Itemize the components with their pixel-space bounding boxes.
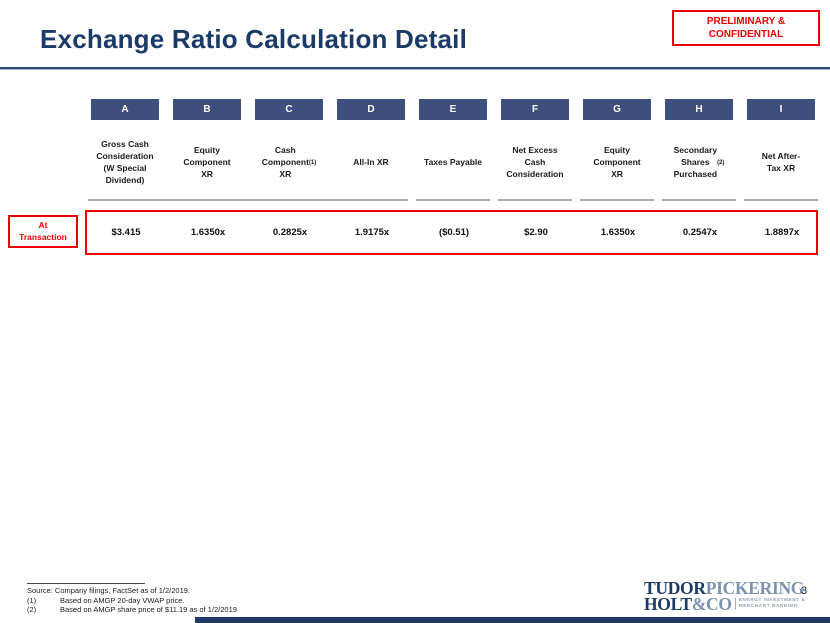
logo-tagline-line2: MERCHANT BANKING [738,604,798,609]
value-cell-i: 1.8897x [764,227,800,238]
logo-line1: TUDORPICKERING [644,578,805,598]
footnotes: Source: Company filings, FactSet as of 1… [27,586,237,615]
table-column-f: F Net Excess Cash Consideration [498,99,572,201]
logo-co: &CO [691,594,732,614]
value-cell-e: ($0.51) [438,227,470,238]
table-column-e: E Taxes Payable [416,99,490,201]
table-column-g: G Equity Component XR [580,99,654,201]
source-note: Source: Company filings, FactSet as of 1… [27,586,191,595]
table-column-c: C Cash Component XR (1) [243,99,326,201]
column-header-a: Gross Cash Consideration (W Special Divi… [88,127,162,199]
column-header-h: Secondary Shares Purchased (2) [662,127,736,199]
column-underline [662,199,736,201]
column-underline [161,199,244,201]
transaction-values-row: $3.415 1.6350x 0.2825x 1.9175x ($0.51) $… [89,212,819,253]
value-cell-a: $3.415 [111,227,141,238]
value-cell-f: $2.90 [524,227,548,238]
column-underline [580,199,654,201]
footnote-divider [27,583,145,584]
value-cell-c: 0.2825x [272,227,308,238]
logo-tudor: TUDOR [644,578,706,598]
value-cell-d: 1.9175x [354,227,390,238]
column-underline [88,199,162,201]
stamp-line2: CONFIDENTIAL [708,29,784,40]
column-letter-c: C [255,99,323,120]
stamp-line1: PRELIMINARY & [706,16,786,27]
table-column-d: D All-In XR [325,99,408,201]
logo-tagline-line1: ENERGY INVESTMENT & [738,597,806,603]
column-header-e: Taxes Payable [416,127,490,199]
table-column-i: I Net After- Tax XR [744,99,818,201]
preliminary-confidential-stamp: PRELIMINARY & CONFIDENTIAL [672,10,820,46]
column-underline [243,199,326,201]
column-letter-a: A [91,99,159,120]
footnote-2: (2) Based on AMGP share price of $11.19 … [27,605,237,615]
footnote-text: Based on AMGP 20-day VWAP price. [60,595,185,605]
column-header-text: Cash Component XR [261,145,309,179]
footnote-number: (1) [27,595,37,605]
page-title: Exchange Ratio Calculation Detail [40,24,468,54]
column-header-d: All-In XR [334,127,408,199]
table-column-h: H Secondary Shares Purchased (2) [662,99,736,201]
column-letter-b: B [173,99,241,120]
column-underline [744,199,818,201]
logo-holt: HOLT [644,594,692,614]
column-letter-f: F [501,99,569,120]
footnote-text: Based on AMGP share price of $11.19 as o… [60,605,237,614]
table-header-columns: A Gross Cash Consideration (W Special Di… [88,99,818,201]
column-underline [498,199,572,201]
column-header-text: Taxes Payable [424,157,482,168]
table-column-a: A Gross Cash Consideration (W Special Di… [88,99,162,201]
table-column-b: B Equity Component XR [161,99,244,201]
column-header-text: All-In XR [353,157,389,168]
column-letter-e: E [419,99,487,120]
column-header-c: Cash Component XR (1) [252,127,326,199]
logo-line2: HOLT &CO ENERGY INVESTMENT & MERCHANT BAN… [644,594,806,614]
value-cell-b: 1.6350x [190,227,226,238]
column-letter-g: G [583,99,651,120]
column-underline [416,199,490,201]
value-cell-g: 1.6350x [600,227,636,238]
column-letter-i: I [747,99,815,120]
column-underline [325,199,408,201]
column-header-g: Equity Component XR [580,127,654,199]
column-header-i: Net After- Tax XR [744,127,818,199]
page-number: 3 [801,585,808,597]
logo-pickering: PICKERING [705,578,805,598]
footnote-marker: (2) [717,159,725,166]
column-header-text: Gross Cash Consideration (W Special Divi… [96,139,154,185]
row-label-at-transaction: At Transaction [8,215,78,248]
column-header-b: Equity Component XR [170,127,244,199]
column-header-text: Net Excess Cash Consideration [506,145,564,179]
footnote-number: (2) [27,605,37,614]
footnote-1: (1) Based on AMGP 20-day VWAP price. [27,596,237,606]
column-header-text: Net After- Tax XR [761,151,801,173]
footnote-marker: (1) [308,159,317,166]
title-divider [0,67,830,69]
value-cell-h: 0.2547x [682,227,718,238]
column-header-text: Equity Component XR [593,145,641,179]
column-letter-h: H [665,99,733,120]
column-letter-d: D [337,99,405,120]
transaction-values-box: $3.415 1.6350x 0.2825x 1.9175x ($0.51) $… [85,210,818,255]
column-header-text: Equity Component XR [183,145,231,179]
footer-bar [195,617,830,623]
column-header-text: Secondary Shares Purchased [673,145,718,179]
logo-tagline: ENERGY INVESTMENT & MERCHANT BANKING [734,597,806,611]
tudor-pickering-holt-logo: TUDORPICKERING HOLT &CO ENERGY INVESTMENT… [644,578,806,614]
column-header-f: Net Excess Cash Consideration [498,127,572,199]
